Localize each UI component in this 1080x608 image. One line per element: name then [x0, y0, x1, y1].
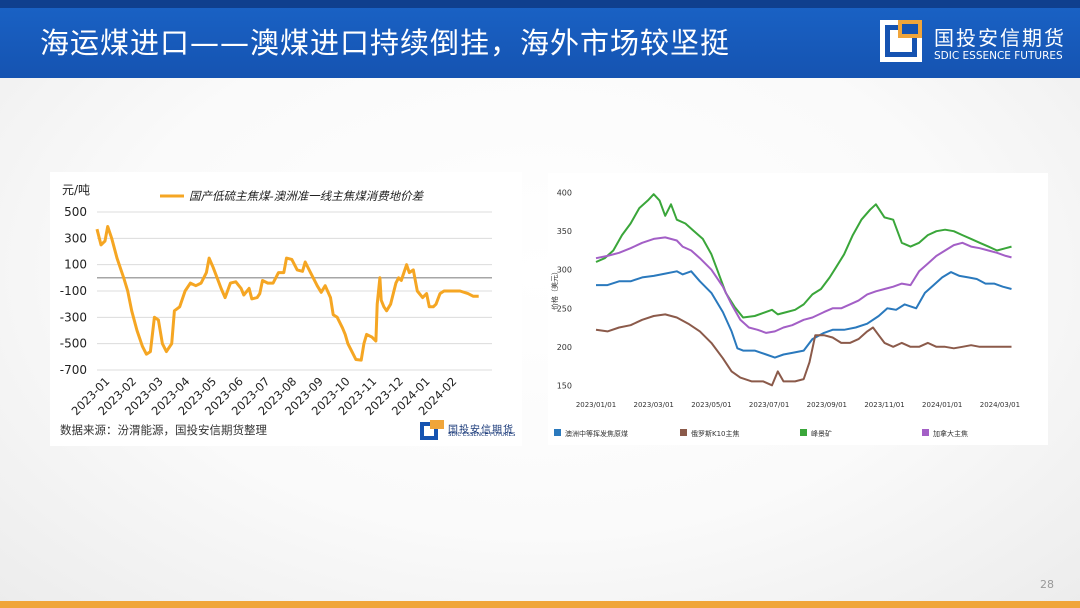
legend-swatch [680, 429, 687, 436]
y-tick-label: 300 [557, 266, 572, 275]
y-tick-label: 350 [557, 227, 572, 236]
x-tick-label: 2023/03/01 [634, 401, 674, 409]
legend-label: 峰景矿 [811, 429, 832, 438]
mini-logo-cn: 国投安信期货 [448, 425, 514, 436]
chart-panel-price-spread: 500 300 100 -100 -300 -500 -700 元/吨 国产低硫主焦煤-澳洲准一… [50, 172, 522, 446]
overseas-coking-coal-price-chart: 400 350 300 250 200 150 价格（美元） 2023/01/01 2023/0… [550, 189, 1020, 438]
series-line [595, 193, 1012, 319]
data-source-note: 数据来源：汾渭能源，国投安信期货整理 [60, 423, 267, 437]
x-tick-label: 2024/01/01 [922, 401, 962, 409]
x-tick-label: 2024/03/01 [980, 401, 1020, 409]
series-line [595, 313, 1012, 387]
legend-swatch [922, 429, 929, 436]
logo-name-en: SDIC ESSENCE FUTURES [934, 50, 1063, 62]
y-tick-label: 150 [557, 381, 572, 390]
legend-label: 俄罗斯K10主焦 [691, 429, 740, 438]
x-tick-label: 2023/01/01 [576, 401, 616, 409]
series-line [95, 225, 479, 362]
y-axis-label: 价格（美元） [550, 268, 559, 310]
legend-label: 国产低硫主焦煤-澳洲准一线主焦煤消费地价差 [189, 189, 425, 203]
y-tick-label: -100 [60, 284, 87, 298]
x-tick-label: 2023/05/01 [691, 401, 731, 409]
mini-logo-en: SDIC ESSENCE FUTURES [448, 432, 516, 438]
series-line [596, 270, 1012, 359]
y-tick-label: 300 [64, 231, 87, 245]
y-tick-label: 400 [557, 189, 572, 198]
mini-logo-mark-icon [420, 420, 444, 440]
chart-panel-overseas-prices: 400 350 300 250 200 150 价格（美元） 2023/01/01 2023/0… [548, 173, 1048, 445]
footer-stripe [0, 601, 1080, 608]
y-tick-label: -500 [60, 337, 87, 351]
logo-mark-icon [880, 20, 922, 62]
y-tick-label: -300 [60, 310, 87, 324]
company-logo: 国投安信期货 SDIC ESSENCE FUTURES [880, 20, 1070, 66]
y-tick-label: 100 [64, 258, 87, 272]
legend-swatch [554, 429, 561, 436]
x-tick-label: 2023/11/01 [864, 401, 904, 409]
page-number: 28 [1040, 578, 1054, 591]
y-tick-label: 500 [64, 205, 87, 219]
legend-label: 加拿大主焦 [933, 429, 968, 438]
logo-name-cn: 国投安信期货 [934, 26, 1066, 50]
price-spread-chart: 500 300 100 -100 -300 -500 -700 元/吨 国产低硫主焦煤-澳洲准一… [60, 183, 492, 418]
y-tick-label: 200 [557, 343, 572, 352]
y-tick-label: 250 [557, 304, 572, 313]
slide-title: 海运煤进口——澳煤进口持续倒挂，海外市场较坚挺 [40, 26, 731, 60]
x-tick-label: 2023/09/01 [807, 401, 847, 409]
x-tick-label: 2023/07/01 [749, 401, 789, 409]
title-bar-top-stripe [0, 0, 1080, 8]
series-line [595, 236, 1012, 334]
legend-label: 澳洲中等挥发焦原煤 [565, 429, 628, 438]
legend-swatch [800, 429, 807, 436]
y-tick-label: -700 [60, 363, 87, 377]
chart-watermark-logo: 国投安信期货 SDIC ESSENCE FUTURES [420, 420, 520, 442]
title-bar: 海运煤进口——澳煤进口持续倒挂，海外市场较坚挺 国投安信期货 SDIC ESSE… [0, 0, 1080, 78]
y-axis-unit: 元/吨 [62, 183, 90, 197]
